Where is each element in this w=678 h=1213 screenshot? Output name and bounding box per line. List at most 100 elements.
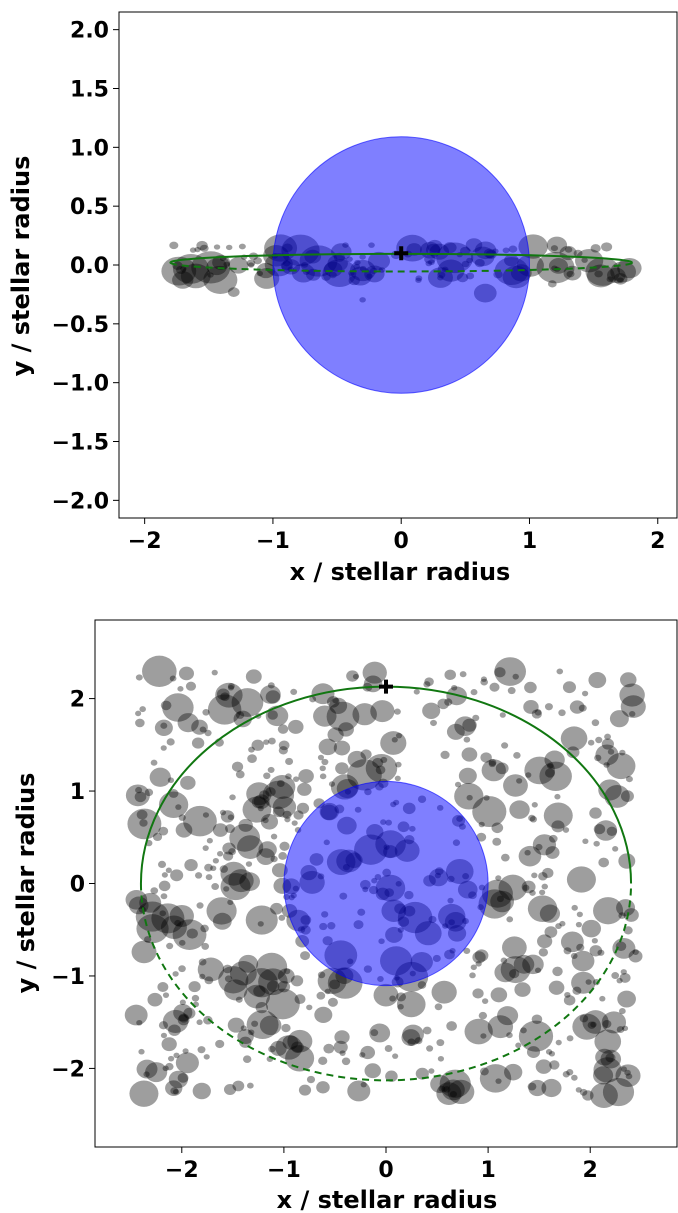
particle: [225, 824, 235, 834]
particle: [556, 668, 564, 675]
particle: [397, 1003, 404, 1010]
particle: [217, 850, 224, 857]
particle: [428, 1068, 435, 1074]
particle: [501, 853, 510, 862]
particle: [369, 1023, 391, 1043]
particle: [227, 287, 240, 297]
particle: [238, 954, 259, 973]
particle: [500, 956, 531, 984]
particle: [589, 807, 602, 819]
particle: [245, 861, 253, 867]
particle: [278, 746, 288, 755]
particle: [507, 687, 516, 695]
particle: [129, 1080, 159, 1107]
particle: [619, 972, 631, 983]
particle: [329, 979, 341, 990]
particle: [625, 1073, 633, 1080]
particle: [359, 1052, 366, 1058]
particle: [623, 926, 633, 935]
particle: [360, 1045, 376, 1060]
particle: [317, 971, 326, 979]
particle: [199, 726, 207, 733]
particle: [513, 955, 535, 974]
x-axis-label: x / stellar radius: [290, 558, 511, 586]
particle: [339, 1050, 346, 1056]
particle: [223, 886, 230, 892]
particle: [576, 943, 585, 952]
particle: [139, 819, 148, 827]
particle: [480, 676, 488, 682]
particle: [246, 1010, 279, 1040]
particle: [228, 257, 249, 274]
particle: [528, 1079, 547, 1097]
particle: [152, 832, 163, 842]
particle: [347, 1080, 371, 1102]
particle: [290, 975, 304, 987]
tick-marks: [89, 698, 591, 1153]
particle: [534, 709, 542, 716]
particle: [169, 904, 194, 928]
particle: [177, 686, 184, 692]
particle: [616, 277, 624, 284]
y-tick-label: −1.0: [52, 372, 109, 397]
particle: [601, 242, 613, 252]
particle: [263, 739, 270, 745]
particle: [314, 1006, 333, 1024]
particle: [581, 919, 602, 938]
particle: [546, 236, 568, 254]
particle: [617, 990, 636, 1008]
particle: [253, 794, 270, 809]
particle: [615, 1064, 641, 1088]
particle: [313, 705, 337, 727]
particle: [480, 1033, 487, 1039]
particle: [385, 1070, 398, 1082]
particle: [160, 745, 167, 751]
particle: [401, 1029, 421, 1047]
particle: [526, 1046, 541, 1058]
particle: [463, 736, 471, 743]
particle: [490, 987, 508, 1003]
x-tick-label: −1: [256, 529, 290, 554]
particle: [506, 1032, 513, 1039]
particle: [172, 271, 194, 289]
particle: [564, 991, 571, 998]
particle: [579, 1014, 589, 1023]
particle: [538, 948, 549, 957]
y-tick-label: −1: [51, 965, 85, 990]
particle: [609, 710, 629, 728]
particle: [323, 1043, 335, 1054]
particle: [543, 802, 573, 829]
particle: [228, 869, 254, 893]
particle: [192, 1082, 211, 1100]
particle: [570, 952, 578, 960]
particle: [158, 826, 169, 836]
particle: [125, 889, 148, 910]
particle: [165, 1062, 174, 1071]
x-tick-label: 1: [522, 529, 537, 554]
particle: [277, 981, 291, 993]
particle: [492, 837, 502, 846]
particle: [624, 1069, 631, 1076]
particle: [180, 263, 211, 289]
particle: [582, 1010, 609, 1034]
particle: [566, 746, 580, 759]
particle: [436, 1039, 445, 1047]
particle: [246, 782, 272, 806]
planet-marker: [379, 679, 393, 694]
particle: [447, 1079, 475, 1104]
particle: [542, 867, 554, 879]
particle: [161, 915, 187, 939]
particle: [309, 696, 317, 703]
particle: [472, 714, 480, 722]
particle: [495, 762, 509, 775]
particle: [222, 842, 236, 855]
particle: [136, 1019, 143, 1026]
particle: [459, 671, 467, 678]
particle: [571, 1074, 578, 1081]
particle: [225, 244, 233, 251]
particle: [262, 780, 295, 810]
particle: [291, 820, 298, 826]
particle: [158, 791, 189, 819]
particle: [183, 1007, 196, 1019]
